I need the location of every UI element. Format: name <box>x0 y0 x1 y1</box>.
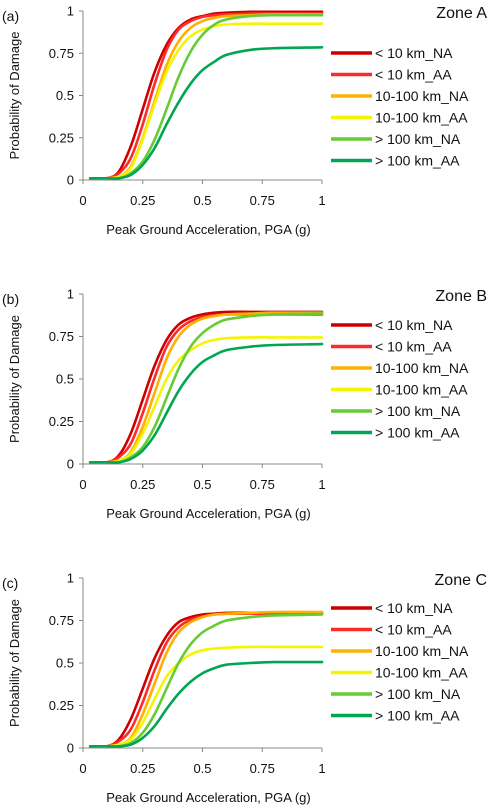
y-tick-label: 0 <box>67 173 74 188</box>
panel-label: (b) <box>2 291 19 307</box>
x-tick-label: 0.5 <box>193 761 211 776</box>
y-tick-label: 0.5 <box>56 372 74 387</box>
series-line-1 <box>88 310 324 465</box>
y-tick-label: 0.5 <box>56 656 74 671</box>
y-tick-label: 1 <box>67 4 74 19</box>
y-tick-label: 0.75 <box>49 613 74 628</box>
y-axis-title: Probability of Damage <box>7 32 22 160</box>
y-tick-label: 0 <box>67 457 74 472</box>
legend-label: < 10 km_NA <box>375 317 453 333</box>
legend-label: > 100 km_AA <box>375 425 460 441</box>
y-tick-label: 0 <box>67 741 74 756</box>
chart-title: Zone C <box>435 572 487 589</box>
series-line-4 <box>88 22 324 180</box>
y-tick-label: 0.5 <box>56 88 74 103</box>
panel-label: (a) <box>2 8 19 24</box>
x-axis-title: Peak Ground Acceleration, PGA (g) <box>106 506 311 521</box>
series-line-6 <box>88 46 324 180</box>
chart-title: Zone A <box>436 5 487 22</box>
y-tick-label: 0.25 <box>49 130 74 145</box>
y-tick-label: 0.25 <box>49 414 74 429</box>
series-line-4 <box>88 336 324 464</box>
series-line-2 <box>88 612 324 748</box>
legend-label: < 10 km_NA <box>375 45 453 61</box>
series-line-5 <box>88 312 324 464</box>
legend-label: 10-100 km_AA <box>375 665 468 681</box>
x-tick-label: 0 <box>79 477 86 492</box>
x-tick-label: 0.75 <box>250 477 275 492</box>
y-axis-title: Probability of Damage <box>7 315 22 443</box>
x-tick-label: 0 <box>79 761 86 776</box>
legend-label: > 100 km_NA <box>375 686 461 702</box>
chart-panel-1: (a) Zone A 0 0.25 0.5 0.75 1 0 0.25 0.5 0.75 1 Peak … <box>2 4 487 238</box>
x-tick-label: 1 <box>318 761 325 776</box>
series-line-1 <box>88 10 324 181</box>
panel-label: (c) <box>2 575 18 591</box>
series-line-3 <box>88 311 324 464</box>
legend-label: > 100 km_AA <box>375 153 460 169</box>
chart-panel-2: (b) Zone B 0 0.25 0.5 0.75 1 0 0.25 0.5 0.75 1 Peak … <box>2 287 487 522</box>
x-tick-label: 0.75 <box>250 193 275 208</box>
series-line-5 <box>88 13 324 180</box>
legend-label: < 10 km_AA <box>375 67 452 83</box>
series-line-3 <box>88 13 324 180</box>
legend-label: > 100 km_NA <box>375 403 461 419</box>
legend-label: > 100 km_NA <box>375 131 461 147</box>
y-tick-label: 0.25 <box>49 698 74 713</box>
x-tick-label: 0.5 <box>193 477 211 492</box>
x-tick-label: 0.25 <box>130 761 155 776</box>
x-tick-label: 0.75 <box>250 761 275 776</box>
chart-panel-3: (c) Zone C 0 0.25 0.5 0.75 1 0 0.25 0.5 0.75 1 Peak … <box>2 571 487 806</box>
legend-label: 10-100 km_NA <box>375 643 469 659</box>
series-line-6 <box>88 342 324 464</box>
y-tick-label: 0.75 <box>49 329 74 344</box>
legend-label: < 10 km_AA <box>375 622 452 638</box>
x-tick-label: 0.25 <box>130 477 155 492</box>
legend-label: > 100 km_AA <box>375 708 460 724</box>
x-tick-label: 0.25 <box>130 193 155 208</box>
y-axis-title: Probability of Damage <box>7 599 22 727</box>
x-tick-label: 0.5 <box>193 193 211 208</box>
legend-label: < 10 km_NA <box>375 600 453 616</box>
legend-label: < 10 km_AA <box>375 339 452 355</box>
legend-label: 10-100 km_NA <box>375 360 469 376</box>
series-line-2 <box>88 12 324 180</box>
x-axis-title: Peak Ground Acceleration, PGA (g) <box>106 222 311 237</box>
x-tick-label: 0 <box>79 193 86 208</box>
y-tick-label: 0.75 <box>49 46 74 61</box>
x-tick-label: 1 <box>318 477 325 492</box>
legend-label: 10-100 km_AA <box>375 110 468 126</box>
x-axis-title: Peak Ground Acceleration, PGA (g) <box>106 790 311 805</box>
y-tick-label: 1 <box>67 287 74 302</box>
series-line-6 <box>88 660 324 748</box>
chart-title: Zone B <box>435 288 487 305</box>
y-tick-label: 1 <box>67 571 74 586</box>
legend-label: 10-100 km_AA <box>375 382 468 398</box>
legend-label: 10-100 km_NA <box>375 88 469 104</box>
series-line-1 <box>88 611 324 749</box>
series-line-5 <box>88 613 324 748</box>
x-tick-label: 1 <box>318 193 325 208</box>
series-line-3 <box>88 610 324 748</box>
